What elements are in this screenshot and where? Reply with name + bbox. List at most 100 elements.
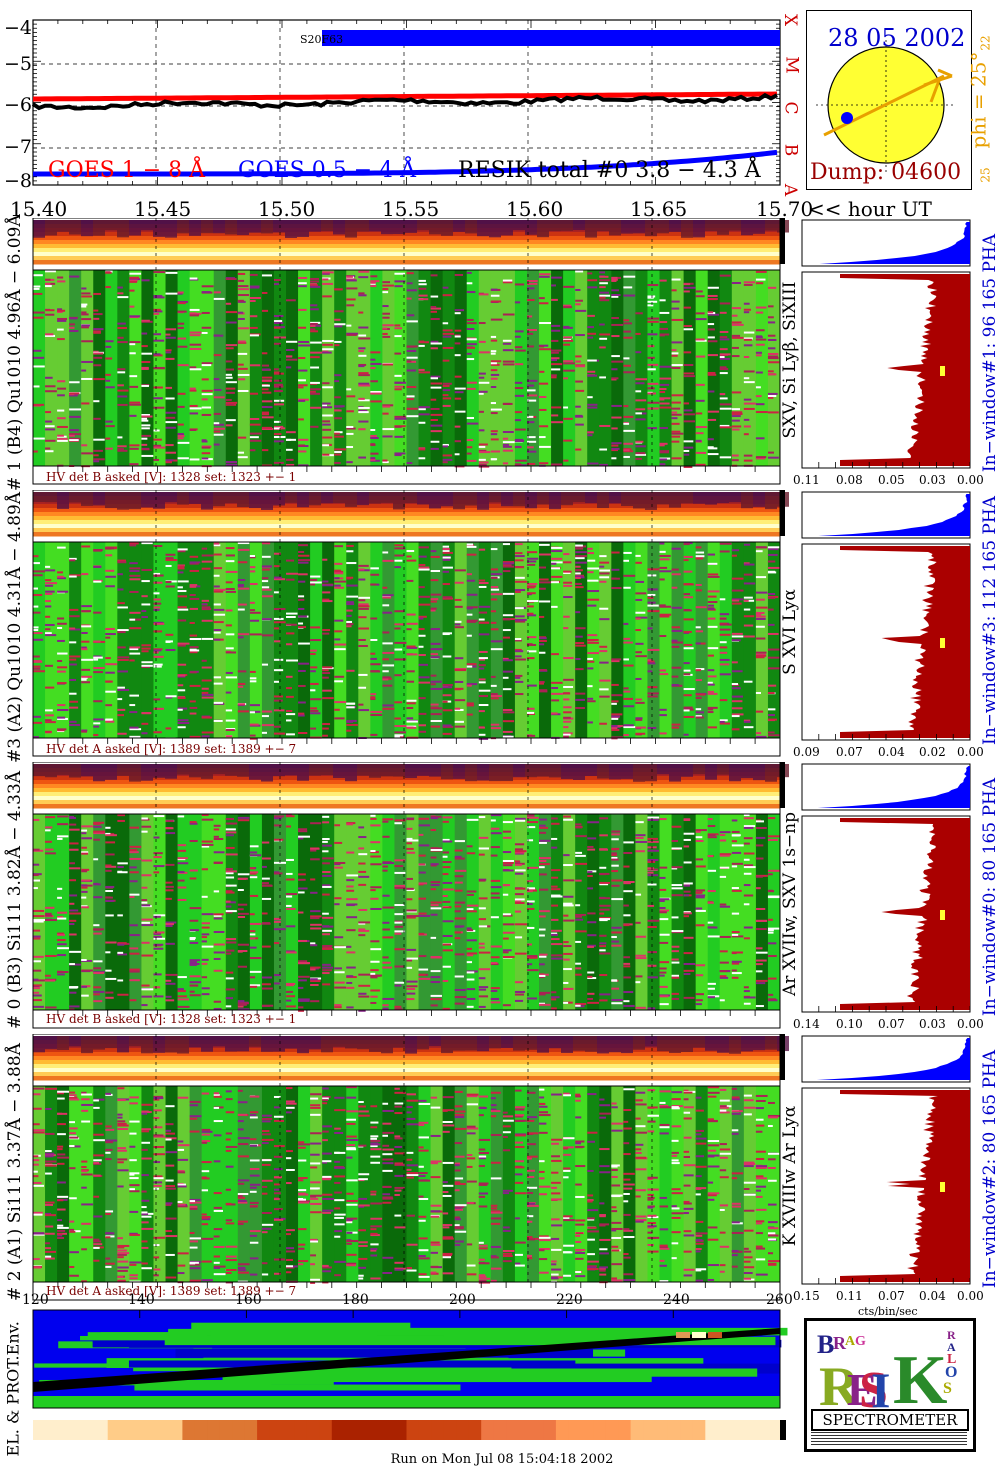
ytick-label: −7 xyxy=(4,136,33,158)
sun-date: 28 05 2002 xyxy=(828,24,966,52)
logo-letter: S xyxy=(943,1380,952,1397)
pha-xtick: 0.05 xyxy=(878,473,905,487)
env-xtick: 120 xyxy=(22,1292,49,1308)
class-label-x: X xyxy=(780,13,801,27)
channel-title: #3 (A2) Qu1010 4.31Å − 4.89Å xyxy=(5,491,25,763)
window-label: In−window#3: 112 165 PHA xyxy=(980,496,1000,745)
pha-xtick: 0.08 xyxy=(836,473,863,487)
pha-xtick: 0.00 xyxy=(957,1017,984,1031)
spectrogram-0 xyxy=(32,762,789,1029)
env-panel: 120 140 160 180 200 220 240 260 EL. & PR… xyxy=(0,1292,800,1457)
event-bar xyxy=(322,30,780,46)
logo-letter: O xyxy=(945,1364,957,1381)
xtick-label: 15.55 xyxy=(382,197,440,221)
event-label: S20F63 xyxy=(300,33,344,46)
hv-status: HV det B asked [V]: 1328 set: 1323 +− 1 xyxy=(46,1012,297,1026)
env-xtick: 260 xyxy=(766,1292,793,1308)
pha-xtick: 0.11 xyxy=(836,1289,863,1303)
spectrogram-1 xyxy=(32,218,789,485)
env-xtick: 140 xyxy=(128,1292,155,1308)
logo-letter: L xyxy=(947,1352,956,1367)
window-label: In−window#0: 80 165 PHA xyxy=(980,777,1000,1017)
sun-tick-bottom: 25 xyxy=(978,167,993,183)
pha-xtick: 0.07 xyxy=(878,1289,905,1303)
xtick-label: 15.40 xyxy=(10,197,68,221)
pha-xtick: 0.11 xyxy=(793,473,820,487)
sun-panel: 28 05 2002 Dump: 04600 xyxy=(806,10,972,190)
pha-xtick: 0.00 xyxy=(957,1289,984,1303)
pha-histogram-0 xyxy=(801,763,971,1013)
hv-status: HV det A asked [V]: 1389 set: 1389 +− 7 xyxy=(46,1284,297,1298)
channel-panel-0: # 0 (B3) Si111 3.82Å − 4.33Å Ar XVIIw, S… xyxy=(0,762,1004,1034)
class-label-b: B xyxy=(780,143,801,157)
logo-fine-print xyxy=(811,1431,967,1445)
resik-total-curve xyxy=(31,92,778,111)
env-ylabel: EL. & PROT.Env. xyxy=(3,1321,23,1457)
channel-title: # 0 (B3) Si111 3.82Å − 4.33Å xyxy=(5,770,25,1030)
channel-panel-1: # 1 (B4) Qu1010 4.96Å − 6.09Å SXV, Si Ly… xyxy=(0,214,1004,491)
ytick-label: −8 xyxy=(4,170,33,192)
spectral-lines-label: Ar XVIIw, SXV 1s−np xyxy=(780,812,800,997)
logo-letter: G xyxy=(855,1334,866,1349)
pha-xtick: 0.00 xyxy=(957,473,984,487)
pha-histogram-3 xyxy=(801,491,971,741)
goes-1-8-curve xyxy=(33,91,778,102)
spectral-lines-label: K XVIIIw Ar Lyα xyxy=(780,1105,800,1247)
channel-title: # 1 (B4) Qu1010 4.96Å − 6.09Å xyxy=(5,214,25,491)
logo-letter: A xyxy=(947,1340,956,1354)
env-xtick: 200 xyxy=(449,1292,476,1308)
spectral-lines-label: S XVI Lyα xyxy=(780,589,800,675)
pha-xtick: 0.09 xyxy=(793,745,820,759)
legend-goes-1-8: GOES 1 − 8 Å xyxy=(48,158,206,183)
goes-plot xyxy=(31,19,781,186)
logo-letter: R xyxy=(819,1356,860,1418)
sun-phi: phi = 25° xyxy=(966,51,991,149)
channel-panel-2: # 2 (A1) Si111 3.37Å − 3.88Å K XVIIIw Ar… xyxy=(0,1034,1004,1306)
goes-0-5-4-curve xyxy=(33,149,778,177)
logo-letter: A xyxy=(845,1334,856,1349)
ytick-label: −5 xyxy=(4,53,33,75)
spectrogram-2 xyxy=(32,1034,789,1301)
env-xtick: 160 xyxy=(235,1292,262,1308)
pha-xtick: 0.15 xyxy=(793,1289,820,1303)
pha-xtick: 0.07 xyxy=(836,745,863,759)
xtick-label: 15.70 xyxy=(756,197,814,221)
logo-letter: B xyxy=(817,1330,834,1359)
x-axis-unit: << hour UT xyxy=(808,197,932,221)
xtick-label: 15.45 xyxy=(134,197,192,221)
xtick-label: 15.50 xyxy=(258,197,316,221)
window-label: In−window#1: 96 165 PHA xyxy=(980,233,1000,473)
pha-xtick: 0.00 xyxy=(957,745,984,759)
class-label-c: C xyxy=(780,101,801,115)
active-region-marker xyxy=(841,112,853,124)
logo-letter: I xyxy=(871,1362,890,1418)
legend-goes-0-5-4: GOES 0.5 − 4 Å xyxy=(238,158,417,183)
env-xtick: 240 xyxy=(663,1292,690,1308)
channel-panel-3: #3 (A2) Qu1010 4.31Å − 4.89Å S XVI Lyα H… xyxy=(0,490,1004,763)
window-label: In−window#2: 80 165 PHA xyxy=(980,1049,1000,1289)
pha-histogram-2 xyxy=(801,1035,971,1285)
pha-xtick: 0.02 xyxy=(919,745,946,759)
goes-panel: −4 −5 −6 −7 −8 S20F63 X M C B A GOES 1 −… xyxy=(0,0,932,222)
hv-status: HV det A asked [V]: 1389 set: 1389 +− 7 xyxy=(46,742,297,756)
environment-plot xyxy=(32,1309,788,1440)
channel-title: # 2 (A1) Si111 3.37Å − 3.88Å xyxy=(5,1043,25,1301)
logo-letter: R xyxy=(833,1333,847,1353)
env-xtick: 220 xyxy=(556,1292,583,1308)
pha-xtick: 0.10 xyxy=(836,1017,863,1031)
logo-letter: K xyxy=(893,1342,947,1419)
spectrogram-3 xyxy=(32,490,789,757)
pha-histogram-1 xyxy=(801,219,971,469)
pha-xtick: 0.14 xyxy=(793,1017,820,1031)
class-label-m: M xyxy=(781,56,802,74)
pha-xtick: 0.03 xyxy=(919,1017,946,1031)
env-xtick: 180 xyxy=(342,1292,369,1308)
hv-status: HV det B asked [V]: 1328 set: 1323 +− 1 xyxy=(46,470,297,484)
legend-resik: RESIK total #0 3.8 − 4.3 Å xyxy=(458,158,761,183)
pha-xtick: 0.04 xyxy=(919,1289,946,1303)
logo-caption: SPECTROMETER xyxy=(811,1409,969,1431)
footer-run-info: Run on Mon Jul 08 15:04:18 2002 xyxy=(390,1452,614,1467)
class-label-a: A xyxy=(780,183,801,197)
